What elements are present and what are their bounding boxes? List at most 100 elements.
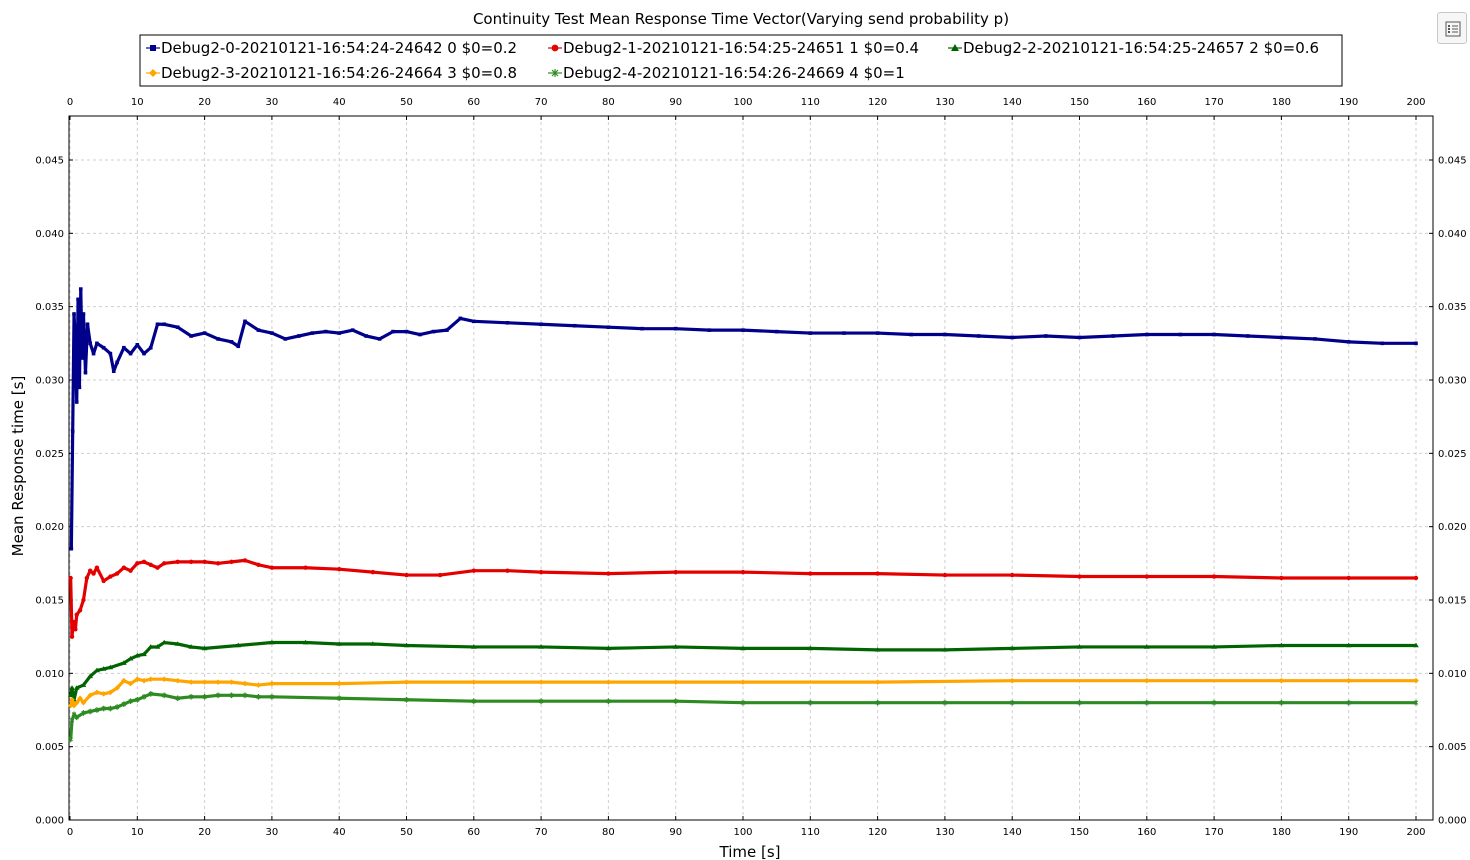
data-point <box>1346 575 1351 581</box>
x-top-tick-label: 10 <box>131 97 144 108</box>
data-point <box>108 705 113 712</box>
data-point <box>154 644 161 649</box>
x-top-tick-label: 110 <box>801 97 820 108</box>
data-point <box>437 572 443 578</box>
data-point <box>242 558 248 563</box>
data-point <box>162 322 167 327</box>
legend-item: Debug2-2-20210121-16:54:25-24657 2 $0=0.… <box>948 39 1319 57</box>
y-right-tick-label: 0.020 <box>1438 522 1467 533</box>
data-point <box>243 319 247 324</box>
data-point <box>128 351 133 356</box>
x-tick-label: 40 <box>333 827 346 838</box>
data-point <box>74 400 79 404</box>
data-point <box>202 559 207 565</box>
data-point <box>1009 677 1015 684</box>
x-top-tick-label: 200 <box>1406 97 1425 108</box>
data-point <box>471 644 477 649</box>
data-point <box>1044 334 1048 338</box>
data-point <box>74 714 79 721</box>
data-point <box>1414 341 1418 346</box>
data-point <box>134 652 141 658</box>
data-point <box>875 331 880 335</box>
x-tick-label: 0 <box>67 827 73 838</box>
data-point <box>1279 575 1284 581</box>
data-point <box>404 572 409 578</box>
x-axis-label: Time [s] <box>719 843 781 860</box>
data-point <box>70 429 75 434</box>
data-point <box>84 575 90 581</box>
data-point <box>175 559 180 565</box>
data-point <box>445 328 449 332</box>
data-point <box>1279 699 1284 706</box>
legend-item: Debug2-3-20210121-16:54:26-24664 3 $0=0.… <box>146 64 517 82</box>
data-point <box>161 639 168 645</box>
data-point <box>74 612 79 617</box>
data-point <box>673 326 678 331</box>
x-top-tick-label: 40 <box>333 97 346 108</box>
data-point <box>1144 644 1150 649</box>
data-point <box>80 682 87 687</box>
x-tick-label: 150 <box>1070 827 1089 838</box>
legend-item: Debug2-4-20210121-16:54:26-24669 4 $0=1 <box>548 64 905 82</box>
data-point <box>135 343 140 347</box>
data-point <box>100 666 107 671</box>
data-point <box>336 641 342 646</box>
data-point <box>1077 699 1082 706</box>
data-point <box>538 644 544 649</box>
data-point <box>909 332 914 337</box>
x-top-tick-label: 180 <box>1272 97 1291 108</box>
data-point <box>418 332 422 337</box>
x-top-tick-label: 150 <box>1070 97 1089 108</box>
data-point <box>122 345 126 350</box>
x-tick-label: 10 <box>131 827 144 838</box>
data-point <box>672 679 679 685</box>
data-point <box>189 334 193 338</box>
series-1 <box>68 558 1419 639</box>
data-point <box>135 696 140 703</box>
data-point <box>128 698 133 704</box>
data-point <box>337 567 342 572</box>
data-point <box>741 328 745 332</box>
data-point <box>1380 341 1385 346</box>
data-point <box>1010 335 1014 340</box>
data-point <box>1178 332 1183 337</box>
data-point <box>228 679 235 685</box>
data-point <box>942 572 948 578</box>
data-point <box>174 641 181 646</box>
x-tick-label: 80 <box>602 827 615 838</box>
data-point <box>403 679 410 685</box>
x-top-tick-label: 90 <box>669 97 682 108</box>
data-point <box>606 571 611 576</box>
data-point <box>337 331 341 335</box>
data-point <box>87 692 93 699</box>
y-right-tick-label: 0.025 <box>1438 449 1467 460</box>
data-point <box>1413 642 1419 648</box>
data-point <box>269 680 275 687</box>
data-point <box>71 619 76 625</box>
data-point <box>80 699 87 706</box>
data-point <box>147 676 154 682</box>
data-point <box>377 337 382 341</box>
data-point <box>1212 332 1216 337</box>
legend-box <box>139 34 1343 87</box>
data-point <box>87 673 93 679</box>
data-point <box>707 328 712 332</box>
series-layer <box>67 287 1419 743</box>
chart-options-button[interactable] <box>1437 12 1467 44</box>
data-point <box>68 736 73 743</box>
data-point <box>255 682 262 688</box>
data-point <box>77 385 82 390</box>
data-point <box>155 565 160 570</box>
data-point <box>606 325 611 329</box>
data-point <box>942 647 948 652</box>
x-top-tick-label: 120 <box>868 97 887 108</box>
data-point <box>68 575 73 581</box>
data-point <box>1009 699 1015 706</box>
data-point <box>73 627 78 632</box>
data-point <box>471 568 476 573</box>
y-right-tick-label: 0.000 <box>1438 816 1467 827</box>
data-point <box>404 329 409 334</box>
data-point <box>1111 334 1115 338</box>
legend-item: Debug2-0-20210121-16:54:24-24642 0 $0=0.… <box>146 39 517 57</box>
data-point <box>94 667 100 673</box>
